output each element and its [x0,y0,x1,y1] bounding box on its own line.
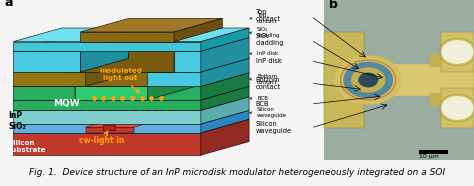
Polygon shape [86,58,134,86]
Text: InP disk: InP disk [250,51,278,56]
Polygon shape [13,124,201,133]
Polygon shape [80,38,128,72]
Polygon shape [80,32,174,42]
Polygon shape [86,127,134,133]
Polygon shape [201,97,249,124]
Polygon shape [147,73,249,86]
Bar [419,150,447,154]
Text: Silicon
waveguide: Silicon waveguide [256,121,292,134]
Polygon shape [13,100,201,110]
Polygon shape [147,58,249,72]
Polygon shape [13,86,75,100]
Point [138,96,146,99]
Point [147,96,155,99]
Polygon shape [13,42,201,51]
Text: BCB: BCB [250,96,268,101]
Bar [324,0,474,160]
Bar [103,125,115,130]
Point [109,97,117,100]
Bar [324,64,474,96]
Polygon shape [80,38,222,51]
Polygon shape [201,58,249,86]
Text: Top
contact: Top contact [256,9,281,23]
Polygon shape [13,72,86,86]
Text: Bottom
contact: Bottom contact [256,77,281,90]
Text: Silicon
waveguide: Silicon waveguide [250,107,287,118]
Polygon shape [86,123,148,127]
Text: modulated
light out: modulated light out [99,68,142,93]
Polygon shape [174,38,249,51]
Polygon shape [13,58,134,72]
Polygon shape [80,18,222,32]
Text: MQW: MQW [54,99,80,108]
Polygon shape [13,28,249,42]
Polygon shape [201,86,249,110]
Polygon shape [182,58,230,86]
Polygon shape [75,73,123,100]
Polygon shape [86,58,230,72]
Circle shape [442,41,473,63]
Point [100,97,107,100]
Polygon shape [13,86,249,100]
Polygon shape [147,86,201,100]
Polygon shape [201,38,249,72]
Text: a: a [4,0,12,9]
Text: SiO₂
cladding: SiO₂ cladding [256,33,284,46]
Bar [430,93,442,106]
Text: Bottom
contact: Bottom contact [250,74,278,85]
Text: Top
contact: Top contact [250,13,278,24]
Polygon shape [201,28,249,51]
Point [90,97,98,100]
Circle shape [442,97,473,119]
Polygon shape [13,110,249,124]
Point [128,96,136,99]
Text: SiO₂
cladding: SiO₂ cladding [250,27,281,38]
Text: 10 μm: 10 μm [419,154,439,158]
Polygon shape [147,73,195,100]
Bar [324,32,364,128]
Polygon shape [80,51,174,72]
Point [118,97,126,100]
Text: InP: InP [8,111,22,120]
Text: InP disk: InP disk [256,58,282,64]
Text: Silicon
substrate: Silicon substrate [8,140,46,153]
Bar [441,32,474,72]
Circle shape [352,68,385,92]
Text: Fig. 1.  Device structure of an InP microdisk modulator heterogeneously integrat: Fig. 1. Device structure of an InP micro… [29,169,445,177]
Polygon shape [174,51,201,72]
Bar [441,88,474,128]
Polygon shape [75,86,147,100]
Polygon shape [13,73,123,86]
Point [157,96,164,99]
Polygon shape [13,133,201,155]
Polygon shape [86,72,182,86]
Polygon shape [13,97,249,110]
Polygon shape [13,119,249,133]
Polygon shape [174,18,222,42]
Polygon shape [174,38,222,72]
Polygon shape [201,110,249,133]
Circle shape [344,62,392,98]
Polygon shape [13,38,128,51]
Polygon shape [201,119,249,155]
Polygon shape [13,51,80,72]
Circle shape [335,56,401,104]
Text: BCB: BCB [256,101,269,107]
Polygon shape [75,73,195,86]
Text: SiO₂: SiO₂ [8,122,26,131]
Polygon shape [13,110,201,124]
Polygon shape [201,73,249,100]
Text: b: b [328,0,337,11]
Text: cw-light in: cw-light in [79,131,125,145]
Polygon shape [147,72,201,86]
Circle shape [359,73,377,87]
Bar [430,54,442,67]
